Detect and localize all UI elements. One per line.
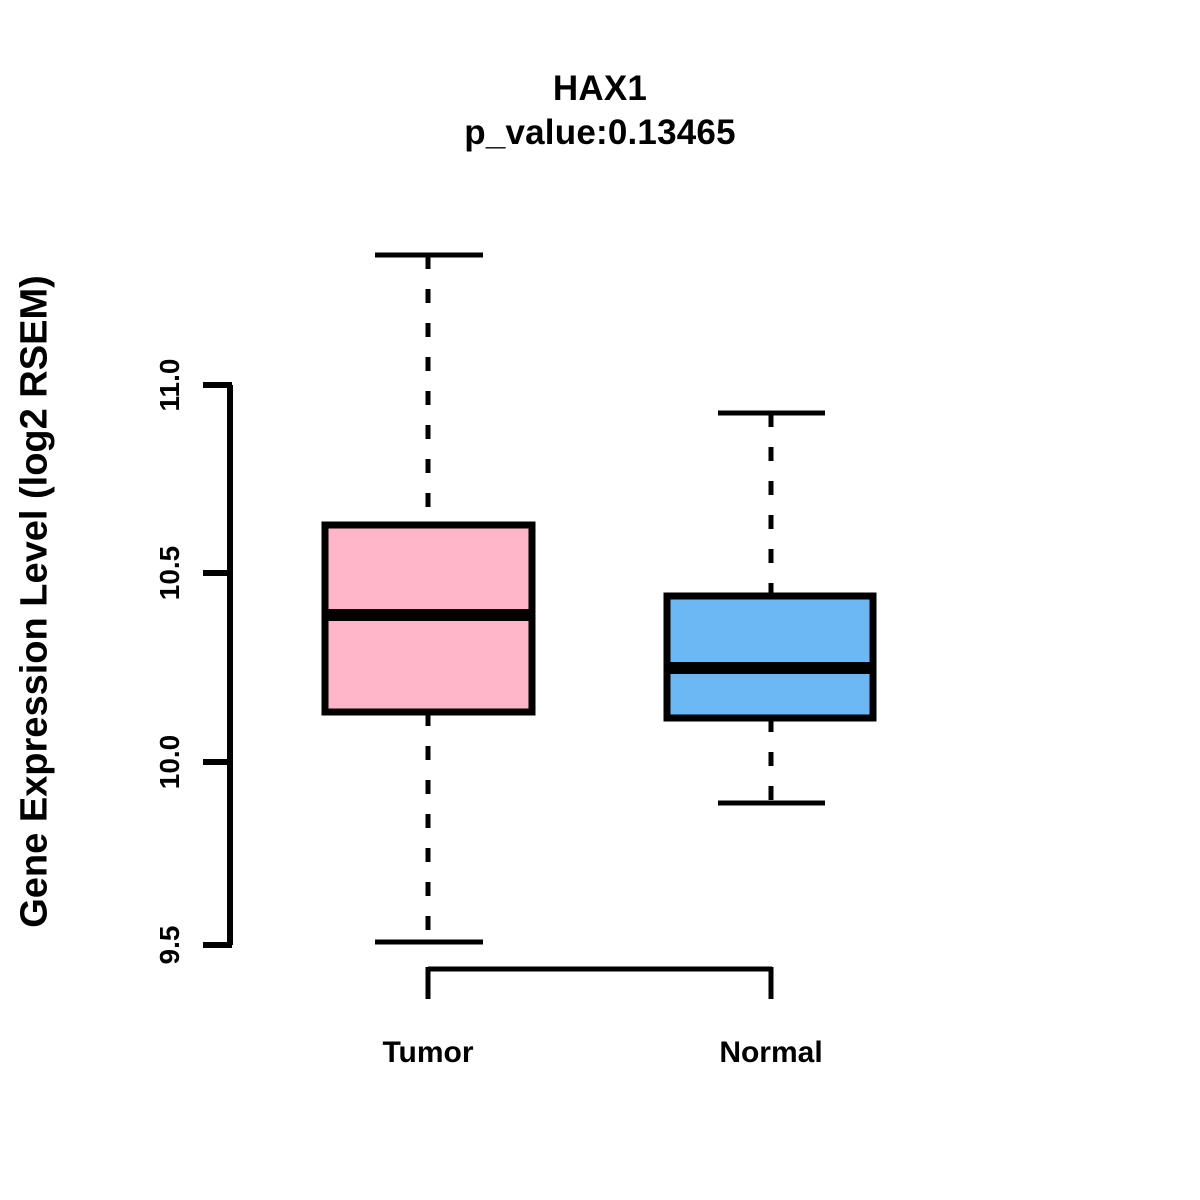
x-axis [425,966,774,999]
chart-subtitle-pvalue: p_value:0.13465 [464,113,736,152]
x-tick-label-tumor: Tumor [382,1036,474,1069]
box-tumor[interactable] [321,252,536,945]
box-normal[interactable] [663,410,877,806]
chart-title: HAX1 [552,69,648,108]
box-body-normal[interactable] [663,592,877,722]
chart-title-block: HAX1 p_value:0.13465 [0,68,1200,156]
y-axis [203,382,233,948]
x-tick-label-normal: Normal [719,1036,823,1069]
